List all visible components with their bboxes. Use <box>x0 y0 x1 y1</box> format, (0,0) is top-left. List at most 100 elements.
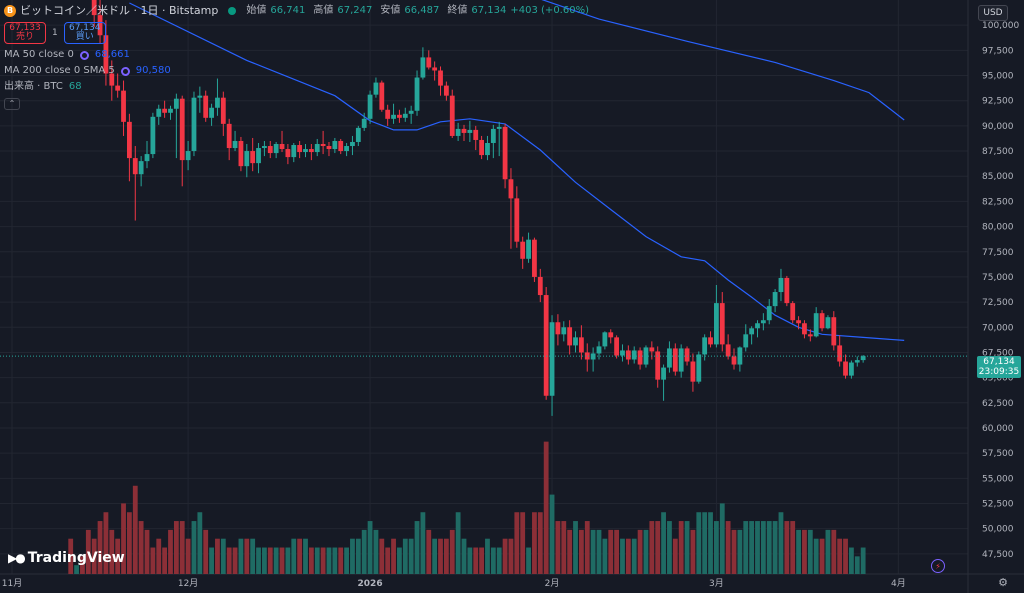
indicator-volume[interactable]: 出来高 · BTC 68 <box>4 80 589 94</box>
last-price-label: 67,134 23:09:35 <box>977 356 1021 378</box>
y-tick-label: 80,000 <box>982 223 1014 233</box>
buy-label: 買い <box>75 32 94 42</box>
volume-bar <box>109 529 115 574</box>
buy-price: 67,134 <box>68 23 101 33</box>
y-tick-label: 52,500 <box>982 500 1014 510</box>
y-tick-label: 75,000 <box>982 273 1014 283</box>
volume-bar <box>790 521 796 574</box>
brand-text: TradingView <box>27 550 125 566</box>
candle-body <box>702 337 708 355</box>
candle-body <box>291 145 297 158</box>
y-tick-label: 62,500 <box>982 399 1014 409</box>
buy-button[interactable]: 67,134 買い <box>63 22 106 44</box>
y-tick-label: 65,000 <box>982 374 1014 384</box>
candle-body <box>479 139 484 156</box>
volume-bar <box>250 538 256 574</box>
volume-bar <box>537 512 543 574</box>
candle-body <box>191 97 197 152</box>
volume-bar <box>121 503 126 574</box>
volume-bar <box>678 521 684 574</box>
candle-body <box>473 129 479 140</box>
candle-body <box>173 98 179 109</box>
candle-body <box>620 350 625 356</box>
alert-icon[interactable]: ⚡ <box>931 559 945 573</box>
volume-bar <box>526 547 531 574</box>
volume-bar <box>97 521 103 574</box>
candle-body <box>373 82 379 95</box>
candle-body <box>784 277 790 304</box>
candle-body <box>520 241 526 259</box>
volume-bar <box>496 547 502 574</box>
candle-body <box>402 113 408 118</box>
candle-body <box>455 128 461 136</box>
candle-body <box>256 148 261 164</box>
y-tick-label: 60,000 <box>982 424 1014 434</box>
candle-body <box>837 345 843 362</box>
y-tick-label: 70,000 <box>982 323 1014 333</box>
candle-body <box>262 146 267 149</box>
change-value: +403 (+0.60%) <box>510 5 589 16</box>
volume-bar <box>314 547 320 574</box>
candle-body <box>438 70 443 86</box>
symbol-row: B ビットコイン／米ドル · 1日 · Bitstamp 始値 66,741 高値… <box>4 4 589 18</box>
volume-bar <box>620 538 625 574</box>
indicator-ma200[interactable]: MA 200 close 0 SMA 5 90,580 <box>4 64 589 78</box>
visibility-icon[interactable] <box>120 66 130 76</box>
candle-body <box>467 129 473 133</box>
volume-bar <box>115 538 121 574</box>
settings-icon[interactable]: ⚙ <box>998 576 1008 589</box>
volume-bar <box>802 529 807 574</box>
volume-bar <box>238 538 244 574</box>
currency-button[interactable]: USD <box>978 5 1008 21</box>
spread-value: 1 <box>52 28 58 38</box>
candle-body <box>238 140 244 167</box>
volume-bar <box>408 538 414 574</box>
ma50-line <box>129 2 905 341</box>
volume-bar <box>760 521 766 574</box>
volume-bar <box>479 547 484 574</box>
volume-bar <box>719 503 725 574</box>
bar-countdown: 23:09:35 <box>978 367 1020 377</box>
candle-body <box>766 306 772 321</box>
candle-body <box>432 67 438 71</box>
volume-bar <box>860 547 866 574</box>
volume-bar <box>220 538 226 574</box>
y-tick-label: 87,500 <box>982 147 1014 157</box>
indicator-ma50[interactable]: MA 50 close 0 68,661 <box>4 48 589 62</box>
volume-bar <box>203 529 209 574</box>
volume-bar <box>103 512 109 574</box>
candle-body <box>303 149 308 153</box>
visibility-icon[interactable] <box>79 50 89 60</box>
candle-body <box>672 348 678 372</box>
sell-button[interactable]: 67,133 売り <box>4 22 46 44</box>
candle-body <box>743 334 749 348</box>
tradingview-logo: ▶● TradingView <box>8 550 125 566</box>
candle-body <box>97 15 103 36</box>
volume-bar <box>819 538 825 574</box>
candle-body <box>461 128 467 133</box>
candle-body <box>420 57 426 78</box>
volume-bar <box>350 538 355 574</box>
y-tick-label: 95,000 <box>982 72 1014 82</box>
candle-body <box>121 90 126 122</box>
volume-bar <box>168 529 173 574</box>
volume-bar <box>796 529 801 574</box>
candle-body <box>308 149 314 153</box>
candle-body <box>209 107 214 118</box>
volume-bar <box>755 521 760 574</box>
volume-bar <box>420 512 426 574</box>
candle-body <box>138 161 144 175</box>
candle-body <box>502 126 508 180</box>
close-label: 終値 <box>447 5 468 16</box>
collapse-legend-button[interactable]: ⌃ <box>4 98 20 110</box>
symbol-title[interactable]: ビットコイン／米ドル · 1日 · Bitstamp <box>20 4 219 17</box>
volume-bar <box>532 512 537 574</box>
volume-bar <box>397 547 402 574</box>
candle-body <box>496 126 502 129</box>
volume-bar <box>285 547 291 574</box>
volume-bar <box>179 521 185 574</box>
volume-bar <box>784 521 790 574</box>
volume-bar <box>596 529 602 574</box>
candle-body <box>449 95 455 136</box>
